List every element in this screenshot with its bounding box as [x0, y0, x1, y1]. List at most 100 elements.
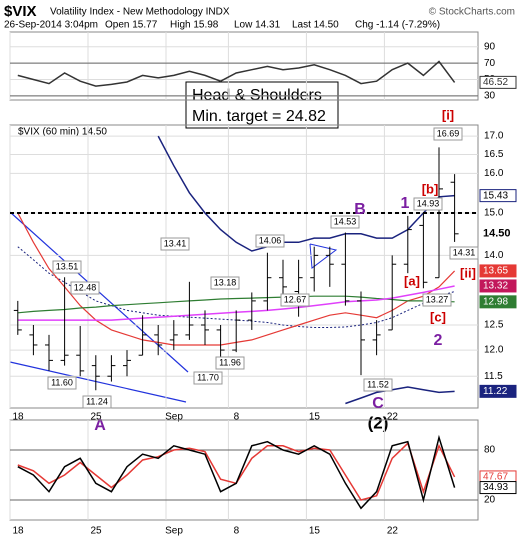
bar-label-box: [433, 127, 463, 141]
bar-label-box: [413, 197, 443, 211]
bar-label-box: [255, 234, 285, 248]
wave-label: [i]: [442, 107, 454, 122]
series-line: [17, 60, 456, 87]
last-value-label: 34.93: [483, 482, 508, 493]
bar-label-box: [330, 215, 360, 229]
y-tick-label: 16.0: [484, 168, 504, 179]
wave-label: A: [94, 417, 106, 434]
x-tick-label: 18: [12, 412, 24, 423]
bar-label: 14.06: [259, 235, 282, 245]
callout-box: [185, 81, 339, 129]
bar-label: 14.53: [334, 216, 357, 226]
last-value-label: 47.67: [483, 472, 508, 483]
x-tick-label: 18: [12, 526, 24, 537]
wave-label: [b]: [422, 181, 439, 196]
x-tick-label: 8: [234, 526, 240, 537]
series-line: [17, 434, 456, 510]
bar-label-box: [363, 378, 393, 392]
marker-label: 12.98: [483, 296, 508, 307]
marker-box: [479, 384, 517, 398]
y-tick-label: 90: [484, 41, 496, 52]
x-tick-label: 15: [309, 412, 321, 423]
wave-label: [a]: [404, 273, 420, 288]
y-tick-label: 11.5: [484, 371, 503, 382]
marker-box: [479, 279, 517, 293]
bar-label: 14.93: [417, 198, 440, 208]
legend: $VIX (60 min) 14.50: [18, 127, 107, 138]
symbol: $VIX: [4, 3, 37, 20]
wave-label: 1: [401, 195, 410, 212]
bar-label-box: [210, 276, 240, 290]
bar-label: 11.96: [219, 357, 241, 367]
x-tick-label: 25: [90, 526, 102, 537]
bar-label-box: [52, 260, 82, 274]
marker-label: 13.32: [483, 281, 508, 292]
bar-label-box: [280, 293, 310, 307]
bar-label-box: [422, 293, 452, 307]
marker-box: [479, 189, 517, 203]
marker-label: 11.22: [483, 386, 508, 397]
bar-label: 11.60: [51, 377, 73, 387]
marker-box: [479, 264, 517, 278]
y-tick-label: 12.5: [484, 320, 504, 331]
bar-label: 11.70: [197, 372, 219, 382]
y-tick-label: 30: [484, 91, 496, 102]
wave-label: 2: [434, 332, 443, 349]
marker-label: 13.65: [483, 266, 508, 277]
bar-label: 12.48: [74, 282, 97, 292]
x-tick-label: 25: [90, 412, 102, 423]
quote-last: Last 14.50: [292, 20, 339, 31]
description: Volatility Index - New Methodology INDX: [50, 7, 230, 18]
bar-label-box: [215, 356, 245, 370]
bar-label-box: [82, 395, 112, 409]
last-value-box: [479, 481, 517, 495]
marker-label: 15.43: [483, 190, 508, 201]
brand: © StockCharts.com: [429, 7, 515, 18]
y-tick-label: 12.0: [484, 345, 504, 356]
wave-label: B: [354, 201, 366, 218]
callout-target: Min. target = 24.82: [192, 108, 326, 125]
marker-label: 14.50: [483, 228, 511, 240]
bar-label-box: [449, 246, 479, 260]
wave-label: C: [372, 395, 384, 412]
x-tick-label: 22: [387, 412, 399, 423]
quote-high: High 15.98: [170, 20, 219, 31]
y-tick-label: 20: [484, 495, 496, 506]
bar-label: 13.18: [214, 277, 237, 287]
overlay-line: [345, 386, 455, 405]
y-tick-label: 70: [484, 58, 496, 69]
y-tick-label: 80: [484, 445, 496, 456]
x-tick-label: 15: [309, 526, 321, 537]
bar-label: 13.41: [164, 238, 187, 248]
wave-label: (2): [368, 413, 389, 432]
bar-label: 12.67: [284, 294, 307, 304]
last-value-box: [479, 75, 517, 89]
x-tick-label: Sep: [165, 412, 183, 423]
x-tick-label: 22: [387, 526, 399, 537]
y-tick-label: 16.5: [484, 149, 504, 160]
quote-open: Open 15.77: [105, 20, 158, 31]
trendline: [9, 361, 187, 403]
y-tick-label: 14.0: [484, 250, 504, 261]
y-tick-label: 17.0: [484, 131, 504, 142]
last-value-label: 46.52: [483, 77, 508, 88]
bar-label: 11.52: [367, 379, 389, 389]
wave-label: [ii]: [460, 265, 476, 280]
quote-date: 26-Sep-2014 3:04pm: [4, 20, 98, 31]
wave-label: [c]: [430, 309, 446, 324]
marker-box: [479, 295, 517, 309]
overlay-line: [157, 135, 455, 252]
bar-label-box: [70, 281, 100, 295]
y-tick-label: 15.0: [484, 208, 504, 219]
quote-change: Chg -1.14 (-7.29%): [355, 20, 440, 31]
marker-box: [479, 227, 517, 241]
quote-low: Low 14.31: [234, 20, 281, 31]
triangle-drawing: [309, 243, 338, 269]
bar-label-box: [47, 376, 77, 390]
bar-label-box: [193, 371, 223, 385]
x-tick-label: Sep: [165, 526, 183, 537]
bar-label: 14.31: [453, 247, 476, 257]
bar-label: 16.69: [437, 128, 460, 138]
bar-label: 13.27: [426, 294, 449, 304]
